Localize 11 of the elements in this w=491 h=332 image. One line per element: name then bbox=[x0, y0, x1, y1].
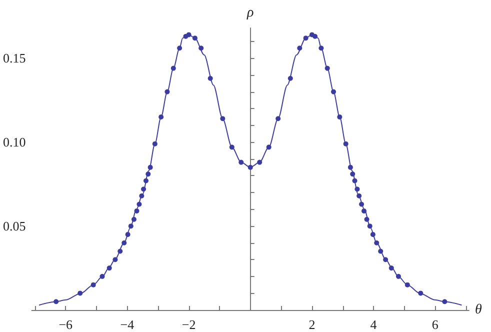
x-tick-label: 2 bbox=[308, 317, 316, 332]
y-tick-label: 0.10 bbox=[3, 134, 26, 150]
x-tick-label: −6 bbox=[58, 317, 74, 332]
y-tick-label: 0.05 bbox=[3, 218, 26, 234]
y-axis-title: ρ bbox=[246, 6, 254, 20]
x-tick-label: 4 bbox=[370, 317, 378, 332]
x-tick-label: −2 bbox=[182, 317, 196, 332]
x-tick-label: 6 bbox=[432, 317, 439, 332]
x-axis-title: θ bbox=[475, 302, 482, 318]
x-tick-label: −4 bbox=[120, 317, 135, 332]
y-tick-label: 0.15 bbox=[3, 50, 26, 66]
